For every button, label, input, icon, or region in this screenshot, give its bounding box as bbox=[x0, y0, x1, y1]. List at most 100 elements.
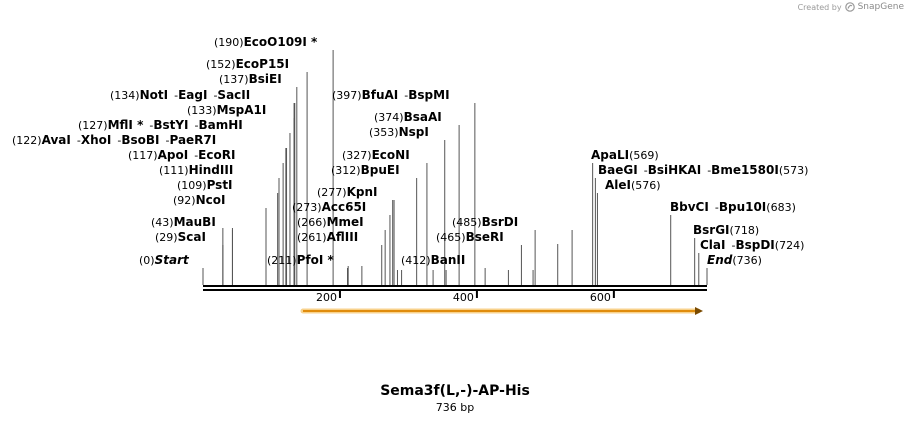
leader-lines bbox=[202, 50, 708, 285]
enzyme-label-noti[interactable]: (134)NotI -EagI -SacII bbox=[110, 88, 250, 102]
enzyme-label-hindiii[interactable]: (111)HindIII bbox=[159, 163, 233, 177]
enzyme-label-text-ecop15i: (152)EcoP15I bbox=[206, 57, 289, 71]
enzyme-label-ncoi[interactable]: (92)NcoI bbox=[173, 193, 225, 207]
site-position: (266) bbox=[297, 216, 327, 229]
enzyme-name: ApaLI bbox=[591, 148, 629, 162]
enzyme-label-bseri[interactable]: (465)BseRI bbox=[436, 230, 504, 244]
enzyme-label-nspi[interactable]: (353)NspI bbox=[369, 125, 429, 139]
enzyme-label-acc65i[interactable]: (273)Acc65I bbox=[292, 200, 366, 214]
enzyme-label-text-psti: (109)PstI bbox=[177, 178, 233, 192]
enzyme-name: NspI bbox=[399, 125, 429, 139]
enzyme-name: BsiEI bbox=[249, 72, 282, 86]
enzyme-label-text-bbvci: BbvCI -Bpu10I(683) bbox=[670, 200, 796, 214]
site-position: (412) bbox=[401, 254, 431, 267]
enzyme-labels: (190)EcoO109I * (152)EcoP15I(137)BsiEI (13… bbox=[12, 35, 808, 267]
enzyme-name: PaeR7I bbox=[169, 133, 216, 147]
enzyme-label-pfoi[interactable]: (211)PfoI * bbox=[267, 253, 334, 267]
enzyme-label-text-acc65i: (273)Acc65I bbox=[292, 200, 366, 214]
enzyme-label-text-bsrgi: BsrGI(718) bbox=[693, 223, 759, 237]
enzyme-label-text-start: (0)Start bbox=[139, 253, 190, 267]
enzyme-name: EagI bbox=[178, 88, 207, 102]
enzyme-label-ecoo109i[interactable]: (190)EcoO109I * bbox=[214, 35, 318, 49]
enzyme-label-bsrdi[interactable]: (485)BsrDI bbox=[452, 215, 518, 229]
enzyme-label-text-avai: (122)AvaI -XhoI -BsoBI -PaeR7I bbox=[12, 133, 216, 147]
enzyme-label-scai[interactable]: (29)ScaI bbox=[155, 230, 206, 244]
enzyme-name: BsrDI bbox=[482, 215, 519, 229]
site-position: (29) bbox=[155, 231, 178, 244]
enzyme-label-mspa1i[interactable]: (133)MspA1I bbox=[187, 103, 266, 117]
site-position: (261) bbox=[297, 231, 327, 244]
enzyme-name: Bpu10I bbox=[719, 200, 766, 214]
enzyme-label-mmei[interactable]: (266)MmeI bbox=[297, 215, 364, 229]
site-position: (312) bbox=[331, 164, 361, 177]
enzyme-label-clai[interactable]: ClaI -BspDI(724) bbox=[700, 238, 804, 252]
site-position: (43) bbox=[151, 216, 174, 229]
ruler-label-200: 200 bbox=[316, 291, 337, 304]
enzyme-name: Acc65I bbox=[322, 200, 367, 214]
enzyme-label-mlfi[interactable]: (127)MflI * -BstYI -BamHI bbox=[78, 118, 243, 132]
enzyme-name: EcoP15I bbox=[236, 57, 290, 71]
feature-arrow[interactable] bbox=[300, 307, 703, 315]
enzyme-label-ecop15i[interactable]: (152)EcoP15I bbox=[206, 57, 289, 71]
enzyme-name: PfoI * bbox=[297, 253, 335, 267]
enzyme-label-apoi[interactable]: (117)ApoI -EcoRI bbox=[128, 148, 235, 162]
enzyme-label-bfuai[interactable]: (397)BfuAI -BspMI bbox=[332, 88, 450, 102]
enzyme-name: AvaI bbox=[42, 133, 71, 147]
watermark: Created by SnapGene bbox=[798, 2, 904, 12]
enzyme-name: BstYI bbox=[153, 118, 188, 132]
enzyme-label-text-econi: (327)EcoNI bbox=[342, 148, 410, 162]
watermark-brand: SnapGene bbox=[857, 2, 904, 12]
enzyme-separator: - bbox=[195, 119, 199, 132]
enzyme-label-bsiei[interactable]: (137)BsiEI bbox=[219, 72, 282, 86]
enzyme-label-bbvci[interactable]: BbvCI -Bpu10I(683) bbox=[670, 200, 796, 214]
site-position: (569) bbox=[629, 149, 659, 162]
enzyme-name: BamHI bbox=[199, 118, 243, 132]
enzyme-name: Bme1580I bbox=[711, 163, 779, 177]
enzyme-label-afliii[interactable]: (261)AflIII bbox=[297, 230, 358, 244]
enzyme-separator: - bbox=[213, 89, 217, 102]
enzyme-label-text-nspi: (353)NspI bbox=[369, 125, 429, 139]
enzyme-label-start[interactable]: (0)Start bbox=[139, 253, 190, 267]
enzyme-label-bpuei[interactable]: (312)BpuEI bbox=[331, 163, 400, 177]
enzyme-label-banii[interactable]: (412)BanII bbox=[401, 253, 465, 267]
enzyme-label-kpni[interactable]: (277)KpnI bbox=[317, 185, 378, 199]
enzyme-name: BanII bbox=[431, 253, 466, 267]
enzyme-label-avai[interactable]: (122)AvaI -XhoI -BsoBI -PaeR7I bbox=[12, 133, 216, 147]
enzyme-label-text-bsrdi: (485)BsrDI bbox=[452, 215, 518, 229]
enzyme-label-text-apali: ApaLI(569) bbox=[591, 148, 659, 162]
site-position: (211) bbox=[267, 254, 297, 267]
enzyme-name: BspDI bbox=[735, 238, 774, 252]
enzyme-label-psti[interactable]: (109)PstI bbox=[177, 178, 233, 192]
site-position: (273) bbox=[292, 201, 322, 214]
enzyme-label-text-kpni: (277)KpnI bbox=[317, 185, 378, 199]
enzyme-label-baegi[interactable]: BaeGI -BsiHKAI -Bme1580I(573) bbox=[598, 163, 808, 177]
enzyme-label-text-clai: ClaI -BspDI(724) bbox=[700, 238, 804, 252]
enzyme-name: NcoI bbox=[196, 193, 226, 207]
site-position: (724) bbox=[775, 239, 805, 252]
enzyme-name: Start bbox=[155, 253, 190, 267]
site-position: (374) bbox=[374, 111, 404, 124]
ruler-label-400: 400 bbox=[453, 291, 474, 304]
enzyme-label-end[interactable]: End(736) bbox=[707, 253, 762, 267]
sequence-backbone bbox=[203, 285, 707, 291]
site-position: (718) bbox=[730, 224, 760, 237]
enzyme-name: ApoI bbox=[158, 148, 189, 162]
enzyme-label-text-apoi: (117)ApoI -EcoRI bbox=[128, 148, 235, 162]
enzyme-label-maubi[interactable]: (43)MauBI bbox=[151, 215, 216, 229]
enzyme-name: PstI bbox=[207, 178, 233, 192]
enzyme-name: MspA1I bbox=[217, 103, 267, 117]
enzyme-name: AflIII bbox=[327, 230, 359, 244]
enzyme-label-apali[interactable]: ApaLI(569) bbox=[591, 148, 659, 162]
enzyme-label-bsrgi[interactable]: BsrGI(718) bbox=[693, 223, 759, 237]
enzyme-label-text-ecoo109i: (190)EcoO109I * bbox=[214, 35, 318, 49]
enzyme-label-alei[interactable]: AleI(576) bbox=[605, 178, 661, 192]
enzyme-name: MflI * bbox=[108, 118, 144, 132]
enzyme-separator: - bbox=[707, 164, 711, 177]
enzyme-separator: - bbox=[149, 119, 153, 132]
enzyme-label-text-noti: (134)NotI -EagI -SacII bbox=[110, 88, 250, 102]
enzyme-separator: - bbox=[117, 134, 121, 147]
site-position: (134) bbox=[110, 89, 140, 102]
enzyme-label-econi[interactable]: (327)EcoNI bbox=[342, 148, 410, 162]
site-position: (573) bbox=[779, 164, 809, 177]
enzyme-label-bsaai[interactable]: (374)BsaAI bbox=[374, 110, 442, 124]
